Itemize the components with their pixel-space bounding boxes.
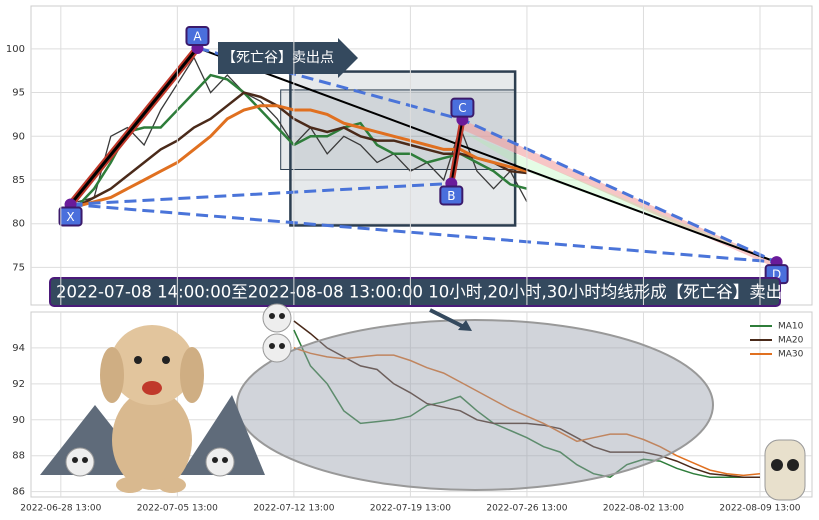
- y-tick-label: 90: [12, 415, 25, 426]
- x-tick-label: 2022-07-19 13:00: [370, 504, 451, 514]
- point-label-box: [185, 25, 210, 46]
- x-tick-label: 2022-07-26 13:00: [486, 504, 567, 514]
- y-tick-label: 88: [12, 451, 25, 462]
- y-tick-label: 90: [12, 131, 25, 142]
- point-label-box: [58, 206, 83, 227]
- x-tick-label: 2022-07-12 13:00: [253, 504, 334, 514]
- decoration: [40, 303, 806, 501]
- y-tick-label: 94: [12, 343, 25, 354]
- y-tick-label: 75: [12, 262, 25, 273]
- annotation-box: [218, 38, 358, 78]
- series-line: [76, 73, 528, 208]
- pattern-line: [69, 47, 199, 206]
- y-tick-label: 95: [12, 88, 25, 99]
- annotation-text: 【死亡谷】卖出点: [222, 50, 334, 66]
- pattern-line: [450, 119, 464, 184]
- point-label: B: [447, 189, 455, 203]
- y-tick-label: 80: [12, 219, 25, 230]
- arrow-head: [458, 320, 472, 331]
- point-label: D: [772, 268, 781, 282]
- dashed-line: [70, 202, 777, 264]
- point-label-box: [439, 185, 464, 206]
- x-tick-label: 2022-07-05 13:00: [137, 504, 218, 514]
- highlight-ellipse: [236, 319, 714, 491]
- y-tick-label: 86: [12, 487, 25, 498]
- y-tick-label: 100: [6, 44, 25, 55]
- series-line: [293, 347, 761, 477]
- pattern-fill: [462, 131, 777, 263]
- banner-box: [49, 277, 781, 307]
- legend-label: MA10: [778, 322, 804, 332]
- series-line: [76, 91, 528, 208]
- point-label: A: [193, 29, 202, 43]
- dashed-line: [70, 181, 452, 206]
- series-line: [77, 104, 528, 208]
- arrow: [429, 308, 467, 330]
- series-line: [293, 320, 760, 478]
- y-tick-label: 92: [12, 379, 25, 390]
- x-tick-label: 2022-06-28 13:00: [20, 504, 101, 514]
- y-tick-label: 85: [12, 175, 25, 186]
- series-line: [293, 329, 760, 479]
- legend-label: MA30: [778, 350, 804, 360]
- x-tick-label: 2022-08-09 13:00: [719, 504, 800, 514]
- x-tick-label: 2022-08-02 13:00: [603, 504, 684, 514]
- banner-text: 2022-07-08 14:00:00至2022-08-08 13:00:00 …: [56, 283, 799, 302]
- point-label: X: [66, 210, 74, 224]
- point-label: C: [458, 101, 466, 115]
- legend-label: MA20: [778, 336, 804, 346]
- point-label-box: [450, 97, 475, 118]
